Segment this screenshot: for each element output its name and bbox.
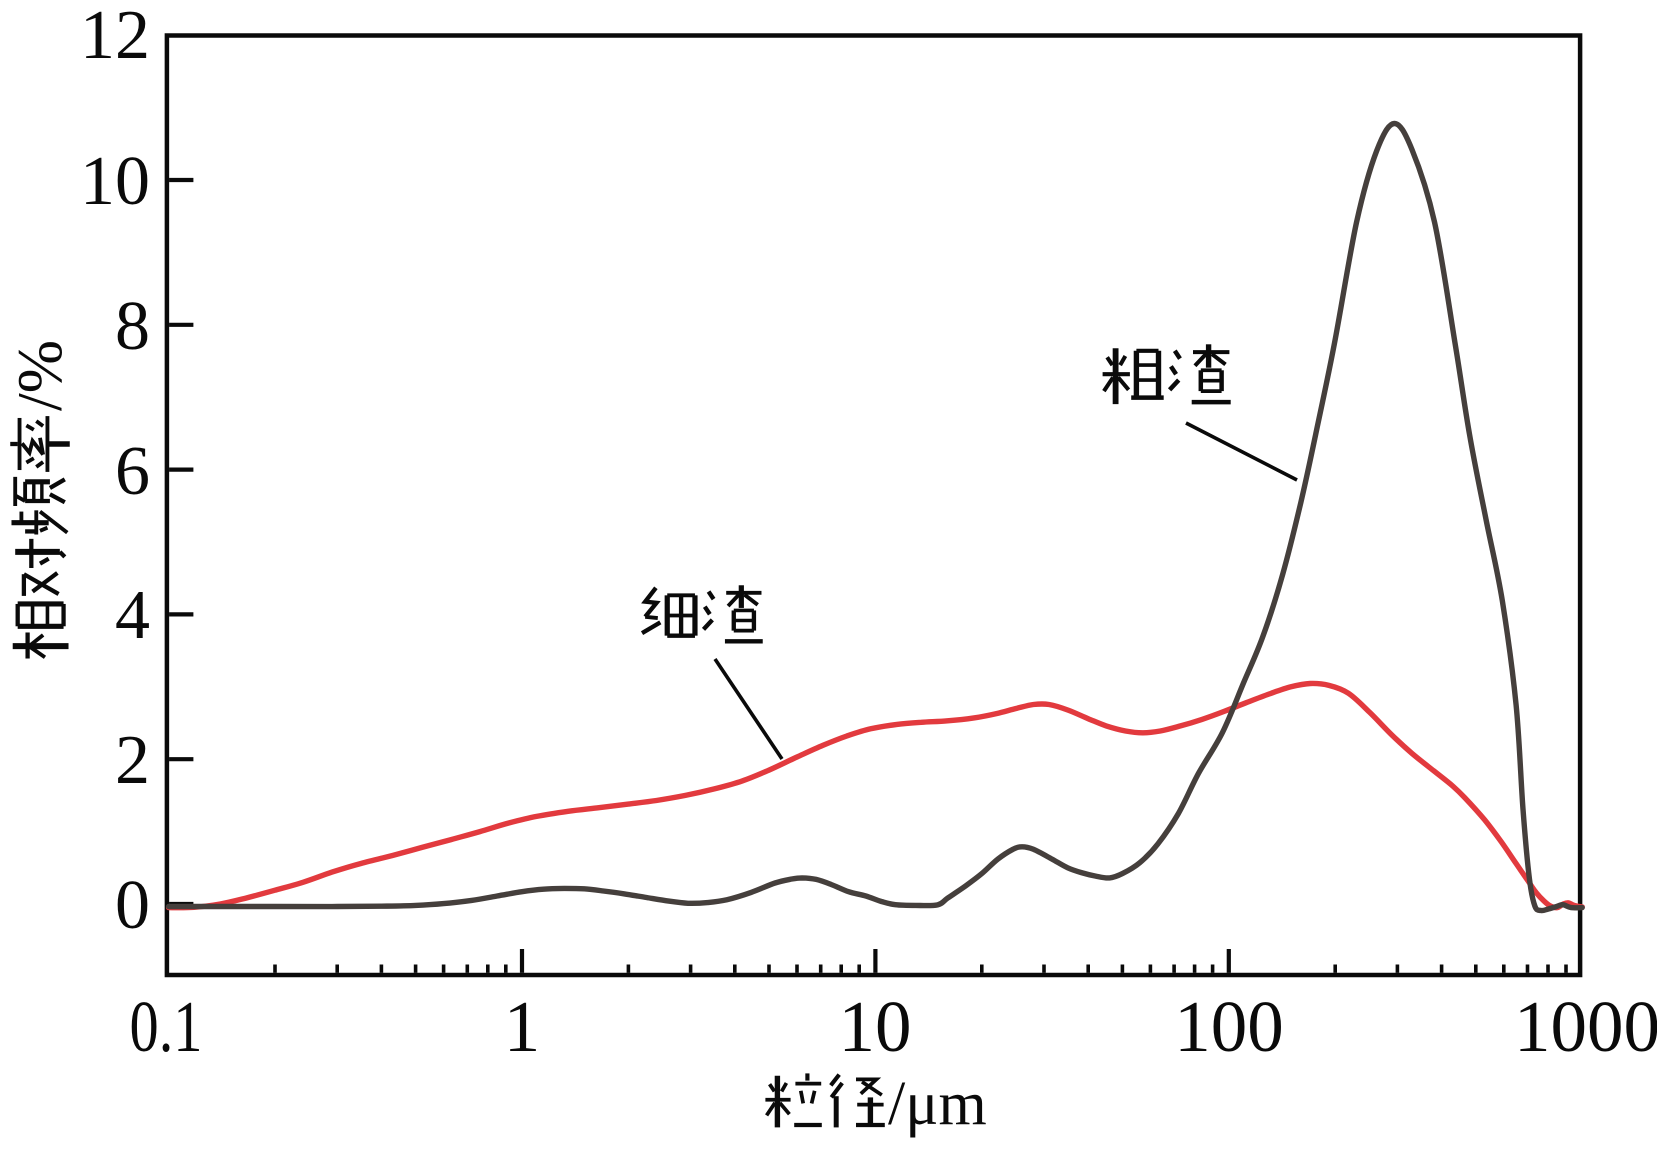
svg-text:1: 1 — [504, 986, 541, 1067]
svg-text:4: 4 — [115, 577, 150, 654]
svg-text:1000: 1000 — [1514, 986, 1657, 1067]
svg-text:8: 8 — [115, 288, 150, 365]
svg-text:12: 12 — [80, 0, 150, 74]
svg-text:0.1: 0.1 — [130, 986, 203, 1067]
svg-text:100: 100 — [1174, 986, 1284, 1067]
svg-text:10: 10 — [839, 986, 912, 1067]
svg-text:2: 2 — [115, 722, 150, 799]
svg-text:10: 10 — [80, 143, 150, 220]
svg-text:/%: /% — [4, 340, 75, 411]
svg-text:0: 0 — [115, 867, 150, 944]
svg-text:/μm: /μm — [888, 1070, 987, 1138]
svg-text:6: 6 — [115, 433, 150, 510]
